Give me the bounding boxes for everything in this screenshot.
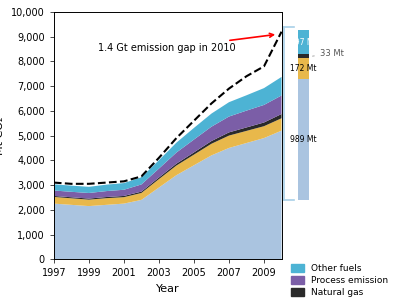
Bar <box>297 55 309 58</box>
Text: 1.4 Gt emission gap in 2010: 1.4 Gt emission gap in 2010 <box>97 33 273 54</box>
Text: 989 Mt: 989 Mt <box>290 135 316 144</box>
Bar <box>297 30 309 55</box>
Bar <box>297 79 309 200</box>
Text: 172 Mt: 172 Mt <box>290 64 316 73</box>
Legend: Other fuels, Process emission, Natural gas, Petroleum, Coal, Provincial
aggregat: Other fuels, Process emission, Natural g… <box>290 264 387 298</box>
Bar <box>297 58 309 79</box>
Text: 33 Mt: 33 Mt <box>312 49 343 58</box>
Y-axis label: Mt CO₂: Mt CO₂ <box>0 116 5 155</box>
Text: 197 Mt: 197 Mt <box>290 38 316 47</box>
X-axis label: Year: Year <box>155 284 179 294</box>
